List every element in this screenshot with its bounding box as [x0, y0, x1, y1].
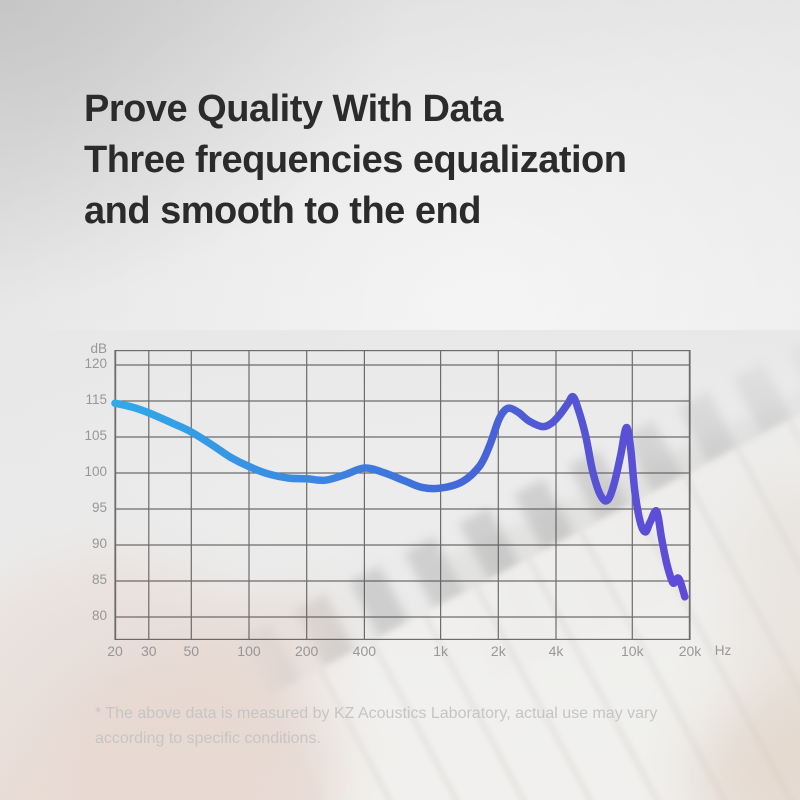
- page-title: Prove Quality With Data Three frequencie…: [84, 84, 627, 237]
- title-line-1: Prove Quality With Data: [84, 88, 503, 130]
- x-tick-label: 1k: [433, 643, 449, 659]
- x-tick-label: 20k: [678, 643, 702, 659]
- y-tick-label: 120: [84, 356, 107, 371]
- x-tick-label: 200: [294, 643, 319, 659]
- y-tick-label: 80: [91, 608, 107, 623]
- x-axis-unit-label: Hz: [714, 643, 732, 658]
- y-tick-label: 105: [84, 428, 107, 443]
- frequency-response-curve: [111, 392, 689, 601]
- x-tick-label: 20: [107, 643, 123, 659]
- x-tick-label: 4k: [548, 643, 564, 659]
- y-tick-label: 100: [84, 464, 107, 479]
- plot-border: [115, 350, 690, 640]
- footnote-line-2: according to specific conditions.: [95, 730, 321, 747]
- grid-lines: [114, 350, 691, 640]
- disclaimer-footnote: * The above data is measured by KZ Acous…: [95, 701, 657, 751]
- x-tick-label: 10k: [621, 643, 644, 659]
- x-tick-label: 2k: [490, 643, 506, 659]
- chart-canvas: [111, 350, 691, 640]
- x-tick-label: 100: [237, 643, 261, 659]
- y-tick-label: 95: [91, 500, 107, 515]
- y-axis-unit-label: dB: [90, 341, 107, 356]
- x-tick-label: 30: [140, 643, 157, 659]
- x-tick-label: 50: [183, 643, 200, 659]
- title-line-2: Three frequencies equalization: [84, 139, 627, 181]
- y-tick-label: 115: [85, 392, 107, 407]
- frequency-response-chart: dB 120 115 105 100 95 90 85 80 20 30 50 100 200 400 1k 2…: [84, 341, 731, 659]
- footnote-line-1: * The above data is measured by KZ Acous…: [95, 705, 658, 722]
- title-line-3: and smooth to the end: [84, 190, 481, 232]
- x-tick-label: 400: [352, 643, 377, 659]
- y-tick-label: 85: [91, 572, 107, 587]
- y-tick-label: 90: [91, 536, 107, 551]
